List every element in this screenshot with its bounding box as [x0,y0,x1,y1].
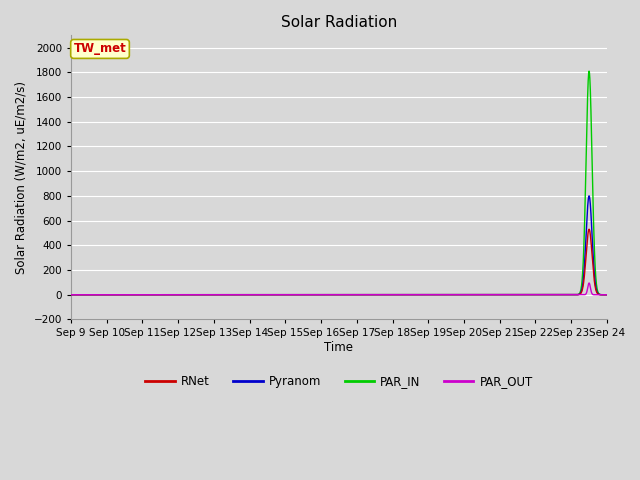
Text: TW_met: TW_met [74,42,126,55]
Y-axis label: Solar Radiation (W/m2, uE/m2/s): Solar Radiation (W/m2, uE/m2/s) [15,81,28,274]
X-axis label: Time: Time [324,341,353,354]
Legend: RNet, Pyranom, PAR_IN, PAR_OUT: RNet, Pyranom, PAR_IN, PAR_OUT [141,371,538,393]
Title: Solar Radiation: Solar Radiation [281,15,397,30]
